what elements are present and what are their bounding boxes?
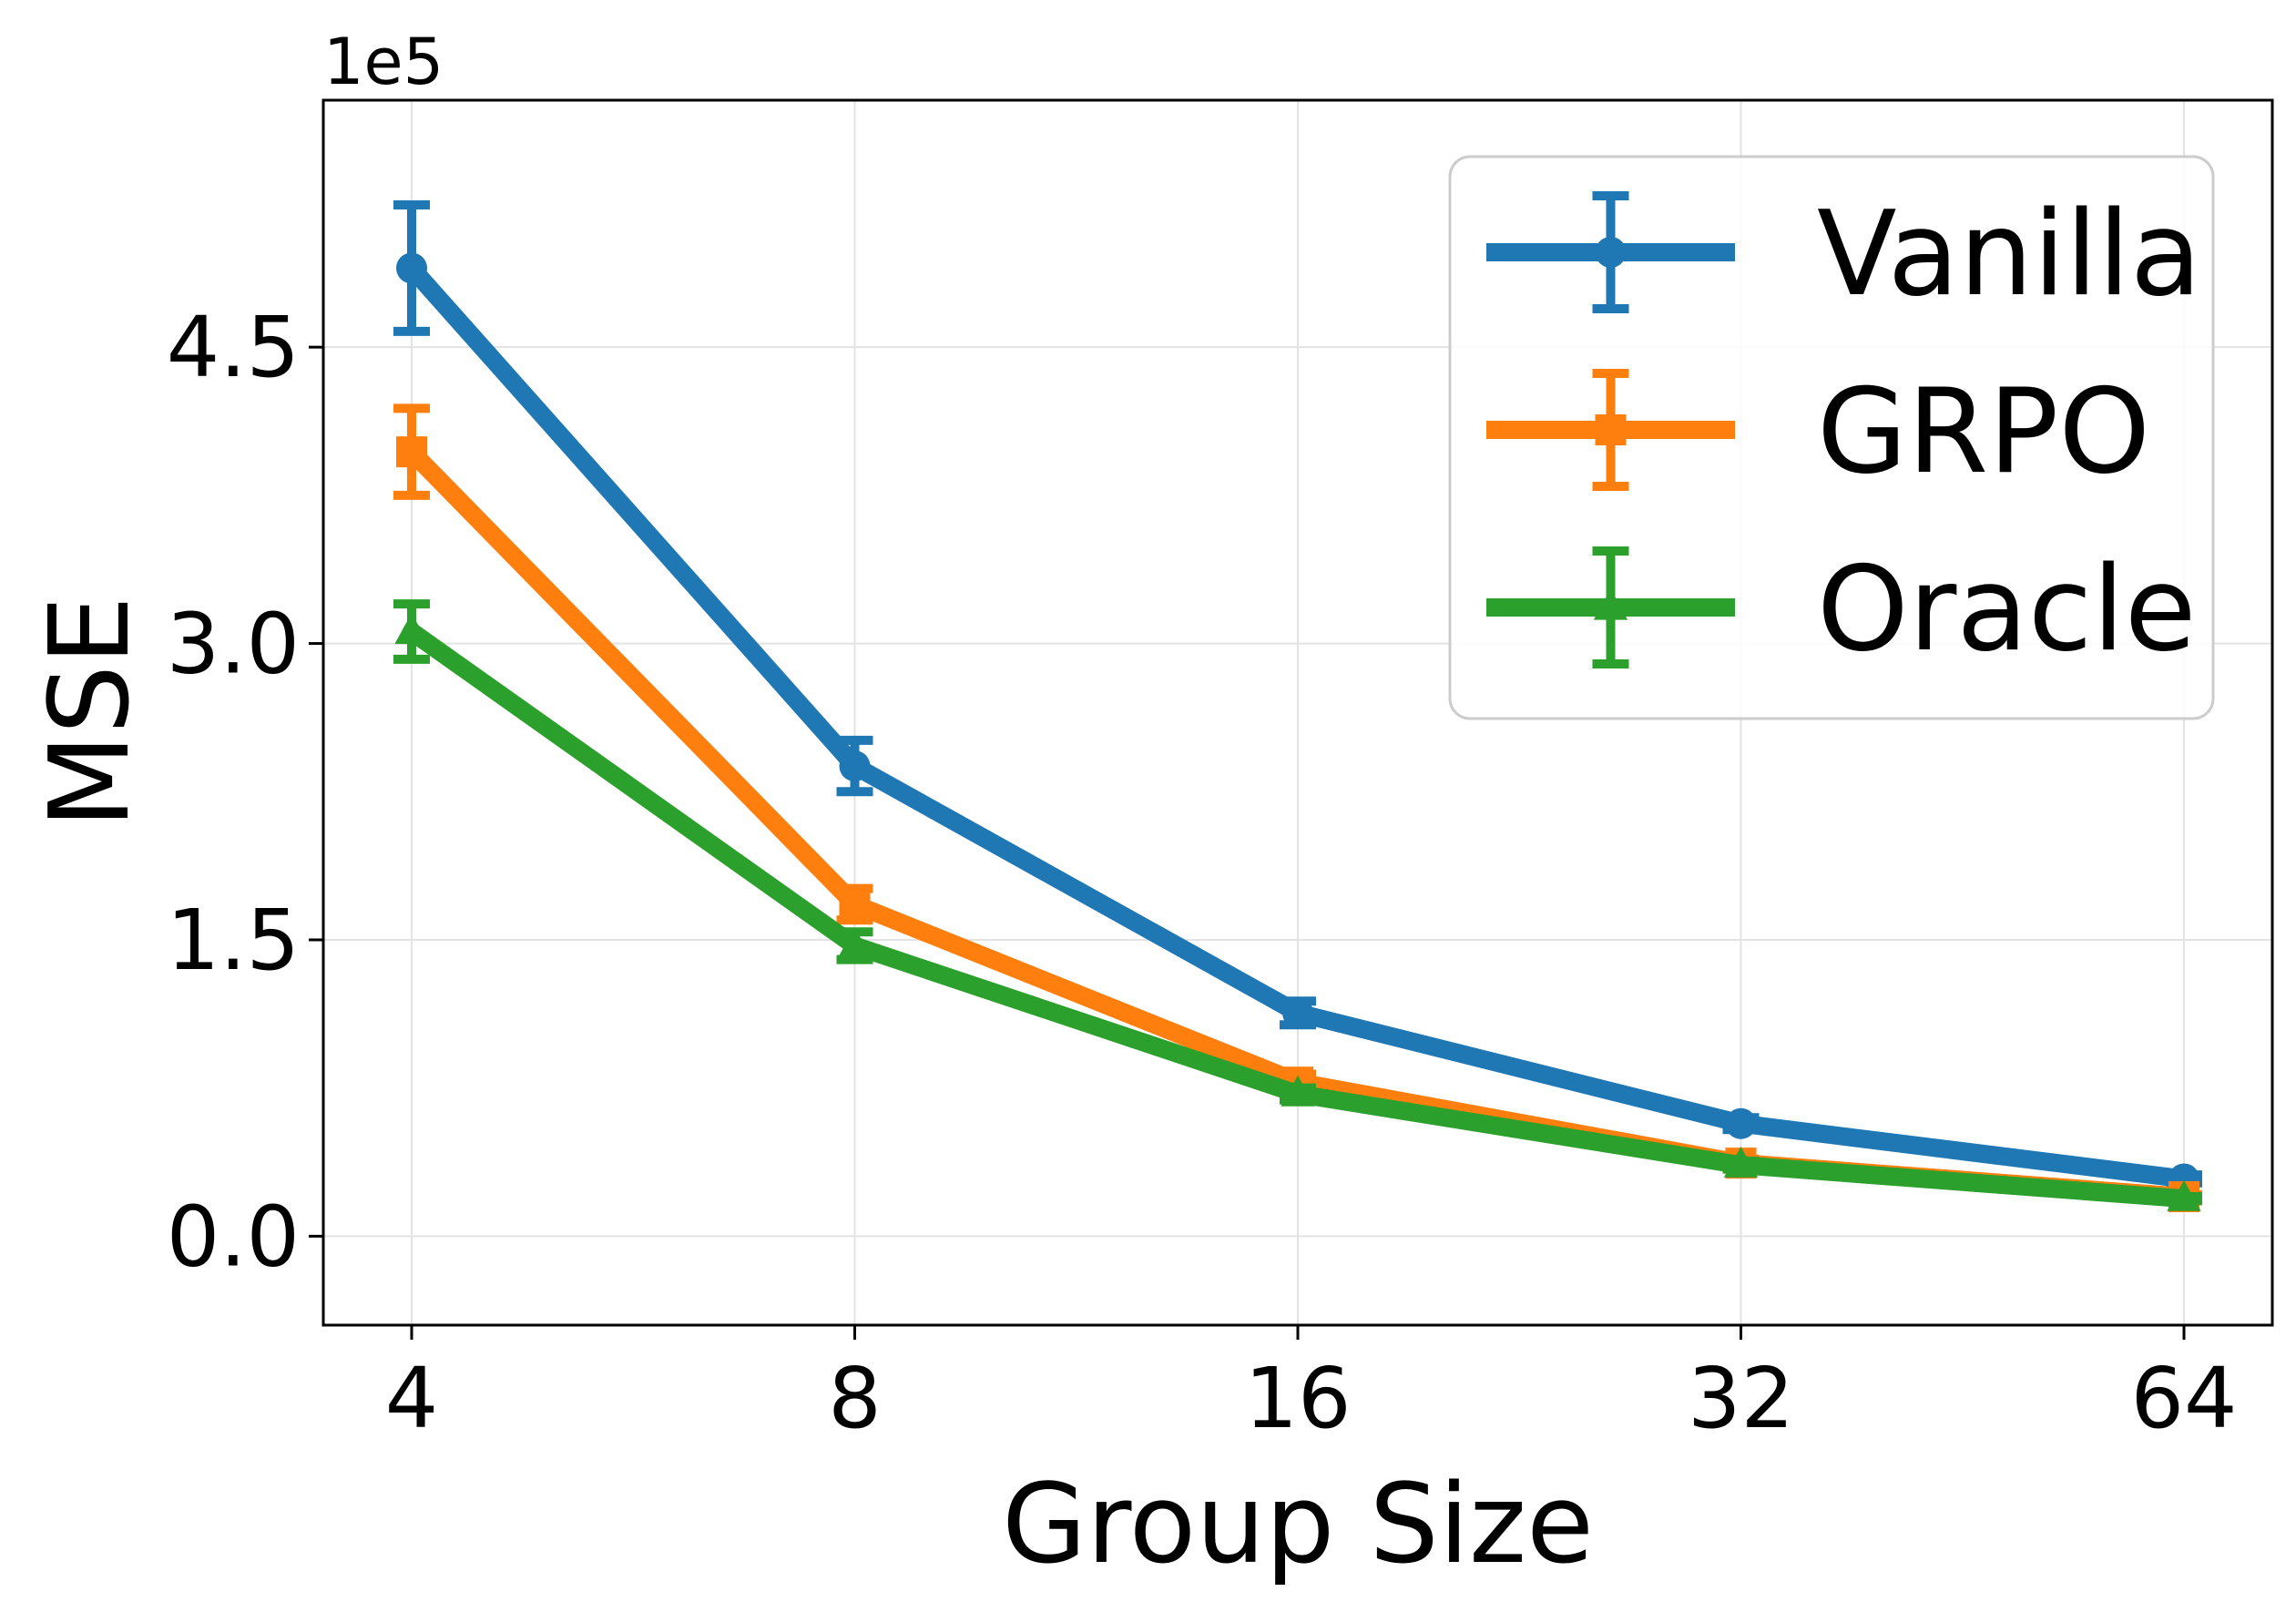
legend-item-grpo: GRPO xyxy=(1486,364,2150,500)
legend-label: Oracle xyxy=(1817,542,2197,678)
legend-label: Vanilla xyxy=(1817,187,2201,322)
series-oracle xyxy=(393,599,2202,1211)
y-tick-label: 1.5 xyxy=(167,892,300,989)
vanilla-point xyxy=(1725,1107,1757,1139)
y-tick-label: 3.0 xyxy=(167,596,300,693)
series-layer xyxy=(393,199,2202,1212)
x-tick-label: 4 xyxy=(385,1350,439,1447)
y-axis-title: MSE xyxy=(27,596,154,829)
y-axis: 0.0 1.5 3.0 4.5 xyxy=(167,299,323,1285)
oracle-point xyxy=(837,927,872,959)
vanilla-point xyxy=(1282,997,1313,1029)
legend-box xyxy=(1448,155,2215,720)
vanilla-point xyxy=(839,750,871,782)
legend: Vanilla GRPO Oracle xyxy=(1448,155,2215,720)
y-offset-label: 1e5 xyxy=(323,25,444,99)
grpo-point xyxy=(396,436,427,468)
x-tick-label: 32 xyxy=(1688,1350,1794,1447)
y-tick-label: 0.0 xyxy=(167,1188,300,1285)
x-tick-label: 64 xyxy=(2130,1350,2237,1447)
series-vanilla xyxy=(393,199,2202,1195)
legend-label: GRPO xyxy=(1817,364,2150,500)
x-tick-label: 8 xyxy=(828,1350,882,1447)
legend-marker xyxy=(1595,237,1627,268)
y-tick-label: 4.5 xyxy=(167,299,300,396)
x-tick-label: 16 xyxy=(1244,1350,1351,1447)
vanilla-point xyxy=(396,252,427,284)
grpo-point xyxy=(839,888,871,920)
oracle-point xyxy=(394,613,429,645)
oracle-point xyxy=(1281,1075,1315,1107)
oracle-point xyxy=(2167,1179,2201,1211)
legend-item-vanilla: Vanilla xyxy=(1486,187,2201,322)
x-axis-title: Group Size xyxy=(1002,1462,1594,1588)
x-axis: 4 8 16 32 64 xyxy=(385,1325,2238,1447)
oracle-point xyxy=(1723,1146,1759,1178)
legend-item-oracle: Oracle xyxy=(1486,542,2197,678)
legend-marker xyxy=(1595,414,1627,445)
legend-marker xyxy=(1593,588,1628,620)
